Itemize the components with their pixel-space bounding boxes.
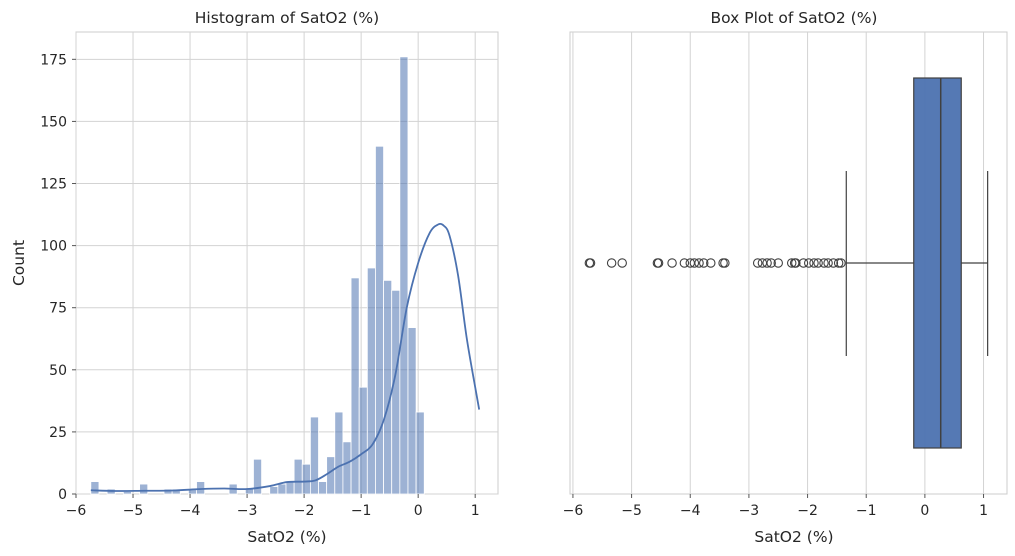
boxplot-x-tick-label: −1 (856, 503, 877, 519)
histogram-x-tick-label: −3 (237, 503, 258, 519)
histogram-bar (139, 483, 149, 495)
histogram-bar (253, 458, 263, 495)
boxplot-outlier (653, 258, 664, 268)
boxplot-outlier (773, 258, 783, 268)
boxplot-outlier (836, 258, 846, 268)
histogram-bar (269, 486, 279, 495)
histogram-bar (90, 481, 100, 495)
histogram-bar (309, 416, 319, 495)
boxplot-outlier (813, 258, 823, 268)
histogram-grid (75, 32, 498, 495)
histogram-y-tick-label: 75 (49, 301, 67, 317)
boxplot-outlier (617, 258, 627, 268)
boxplot-outlier (803, 258, 814, 268)
histogram-bar (407, 327, 417, 495)
histogram-bar (350, 277, 360, 495)
histogram-bar (375, 145, 384, 495)
histogram-y-tick-label: 25 (49, 425, 67, 441)
boxplot-outlier (786, 258, 797, 268)
histogram-y-tick-label: 125 (40, 177, 67, 193)
boxplot-panel: −6 −5 −4 −3 −2 −1 0 1 Box Plot of SatO2 (%) Sat… (563, 9, 1008, 546)
boxplot-outlier (798, 258, 809, 268)
boxplot-x-ticks: −6 −5 −4 −3 −2 −1 0 1 (563, 494, 988, 519)
boxplot-outlier (694, 258, 704, 268)
histogram-bar (366, 267, 376, 495)
boxplot-outliers (584, 258, 846, 268)
histogram-x-tick-label: −2 (294, 503, 315, 519)
boxplot-outlier (791, 258, 801, 268)
histogram-bar (293, 458, 303, 495)
boxplot-outlier (585, 258, 596, 268)
boxplot-outlier (752, 258, 763, 268)
boxplot-x-tick-label: −5 (621, 503, 642, 519)
boxplot-x-tick-label: −6 (563, 503, 584, 519)
histogram-bar (171, 488, 181, 495)
boxplot-outlier (828, 258, 839, 268)
histogram-bar (318, 481, 328, 495)
histogram-bar (415, 411, 425, 495)
histogram-bar (277, 483, 287, 495)
boxplot-outlier (720, 258, 730, 268)
boxplot-x-tick-label: 1 (979, 503, 988, 519)
histogram-bar (285, 481, 295, 495)
histogram-bar (342, 441, 352, 495)
boxplot-outlier (833, 258, 844, 268)
histogram-kde (90, 222, 481, 492)
histogram-x-tick-label: −4 (180, 503, 201, 519)
boxplot-outlier (606, 258, 617, 268)
histogram-x-ticks: −6 −5 −4 −3 −2 −1 0 1 (66, 494, 480, 519)
histogram-panel: −6 −5 −4 −3 −2 −1 0 1 0 25 50 75 100 125 150 175 Histo… (10, 9, 499, 546)
boxplot-outlier (762, 258, 772, 268)
boxplot-outlier (689, 258, 700, 268)
histogram-bar (301, 463, 311, 495)
boxplot-x-tick-label: −2 (797, 503, 818, 519)
boxplot-body (845, 77, 989, 449)
boxplot-x-tick-label: 0 (920, 503, 929, 519)
boxplot-outlier (766, 258, 776, 268)
histogram-bar (383, 279, 393, 495)
histogram-plot-area (75, 31, 499, 495)
boxplot-outlier (809, 258, 819, 268)
histogram-x-tick-label: −5 (123, 503, 144, 519)
histogram-y-tick-label: 150 (40, 114, 67, 130)
histogram-bar (399, 56, 409, 495)
histogram-x-tick-label: −6 (66, 503, 87, 519)
boxplot-outlier (706, 258, 716, 268)
boxplot-x-tick-label: −4 (680, 503, 701, 519)
histogram-x-tick-label: 1 (471, 503, 480, 519)
boxplot-outlier (679, 258, 690, 268)
histogram-y-tick-label: 100 (40, 239, 67, 255)
histogram-bar (326, 456, 336, 495)
histogram-bar (391, 289, 401, 495)
boxplot-outlier (667, 258, 677, 268)
boxplot-box (913, 77, 962, 449)
boxplot-x-tick-label: −3 (739, 503, 760, 519)
boxplot-outlier (823, 258, 833, 268)
boxplot-title: Box Plot of SatO2 (%) (711, 9, 878, 27)
histogram-y-tick-label: 50 (49, 363, 67, 379)
histogram-x-tick-label: −1 (351, 503, 372, 519)
histogram-y-ticks: 0 25 50 75 100 125 150 175 (40, 52, 76, 503)
histogram-x-tick-label: 0 (414, 503, 423, 519)
histogram-title: Histogram of SatO2 (%) (195, 9, 379, 27)
histogram-y-axis-label: Count (10, 240, 28, 286)
histogram-bar (334, 411, 344, 495)
histogram-bar (358, 386, 368, 495)
histogram-y-tick-label: 0 (58, 487, 67, 503)
histogram-x-axis-label: SatO2 (%) (247, 528, 326, 546)
histogram-kde-line (90, 222, 481, 492)
histogram-bar (196, 481, 206, 495)
histogram-y-tick-label: 175 (40, 52, 67, 68)
boxplot-outlier (819, 258, 829, 268)
boxplot-x-axis-label: SatO2 (%) (754, 528, 833, 546)
boxplot-outlier (698, 258, 709, 268)
